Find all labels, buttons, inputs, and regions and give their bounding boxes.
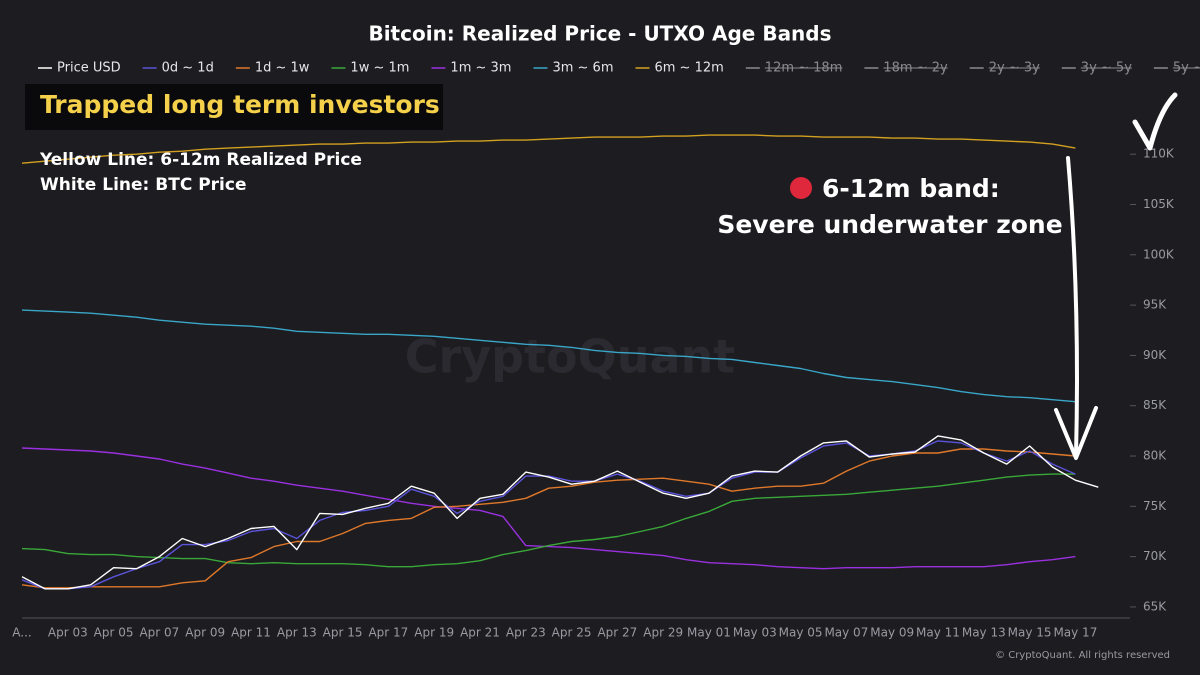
y-tick-label: 80K (1143, 449, 1167, 463)
x-tick-label: May 01 (687, 626, 731, 640)
y-tick-label: 90K (1143, 348, 1167, 362)
legend-label: 1d ~ 1w (255, 61, 310, 76)
y-tick-label: 85K (1143, 398, 1167, 412)
series-line (21, 447, 1076, 570)
credit: © CryptoQuant. All rights reserved (995, 650, 1170, 661)
legend-label: 3m ~ 6m (552, 61, 613, 76)
x-tick-label: Apr 21 (460, 626, 500, 640)
x-tick-label: Apr 25 (552, 626, 592, 640)
y-tick-label: 110K (1143, 147, 1175, 161)
annotation-box (25, 84, 443, 130)
x-tick-label: May 11 (916, 626, 960, 640)
y-tick-label: 105K (1143, 197, 1175, 211)
chart-title: Bitcoin: Realized Price - UTXO Age Bands (368, 22, 831, 46)
x-tick-label: May 03 (733, 626, 777, 640)
arrow (1066, 156, 1079, 457)
x-tick-label: Apr 13 (277, 626, 317, 640)
x-tick-label: A... (12, 626, 31, 640)
x-tick-label: Apr 05 (94, 626, 134, 640)
series-line (21, 309, 1076, 403)
x-tick-label: Apr 29 (643, 626, 683, 640)
y-tick-label: 100K (1143, 247, 1175, 261)
x-tick-label: Apr 27 (597, 626, 637, 640)
series-line (21, 448, 1076, 589)
checkmark (1132, 92, 1178, 151)
marker-dot (790, 177, 812, 199)
x-tick-label: May 05 (779, 626, 823, 640)
annotation: Severe underwater zone (717, 210, 1062, 239)
x-tick-label: Apr 09 (185, 626, 225, 640)
legend: Price USD 0d ~ 1d 1d ~ 1w 1w ~ 1m 1m ~ 3m 3m … (38, 61, 1200, 76)
plot-area (21, 134, 1099, 590)
x-tick-label: May 13 (962, 626, 1006, 640)
x-tick-label: Apr 17 (368, 626, 408, 640)
x-tick-label: May 15 (1008, 626, 1052, 640)
x-tick-label: Apr 11 (231, 626, 271, 640)
x-tick-label: Apr 23 (506, 626, 546, 640)
arrow-head (1054, 406, 1098, 460)
annotation: Yellow Line: 6-12m Realized Price (39, 150, 362, 170)
y-tick-label: 70K (1143, 549, 1167, 563)
x-tick-label: Apr 19 (414, 626, 454, 640)
series-line (21, 435, 1099, 590)
legend-label: Price USD (57, 61, 121, 76)
x-tick-label: Apr 15 (323, 626, 363, 640)
y-tick-label: 95K (1143, 298, 1167, 312)
annotation-title: Trapped long term investors (40, 90, 440, 119)
legend-label: 1w ~ 1m (350, 61, 409, 76)
legend-label: 1m ~ 3m (450, 61, 511, 76)
x-tick-label: Apr 03 (48, 626, 88, 640)
annotation: 6-12m band: (822, 174, 1000, 203)
series-line (21, 134, 1076, 164)
y-tick-label: 65K (1143, 599, 1167, 613)
legend-label: 6m ~ 12m (654, 61, 723, 76)
x-tick-label: Apr 07 (139, 626, 179, 640)
legend-label: 0d ~ 1d (162, 61, 214, 76)
x-tick-label: May 17 (1053, 626, 1097, 640)
annotation: White Line: BTC Price (40, 175, 247, 195)
series-line (21, 473, 1076, 568)
x-tick-label: May 07 (824, 626, 868, 640)
x-tick-label: May 09 (870, 626, 914, 640)
y-tick-label: 75K (1143, 499, 1167, 513)
